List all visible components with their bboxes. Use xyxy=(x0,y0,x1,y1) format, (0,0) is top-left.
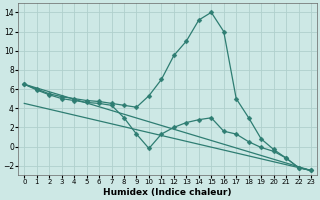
X-axis label: Humidex (Indice chaleur): Humidex (Indice chaleur) xyxy=(103,188,232,197)
